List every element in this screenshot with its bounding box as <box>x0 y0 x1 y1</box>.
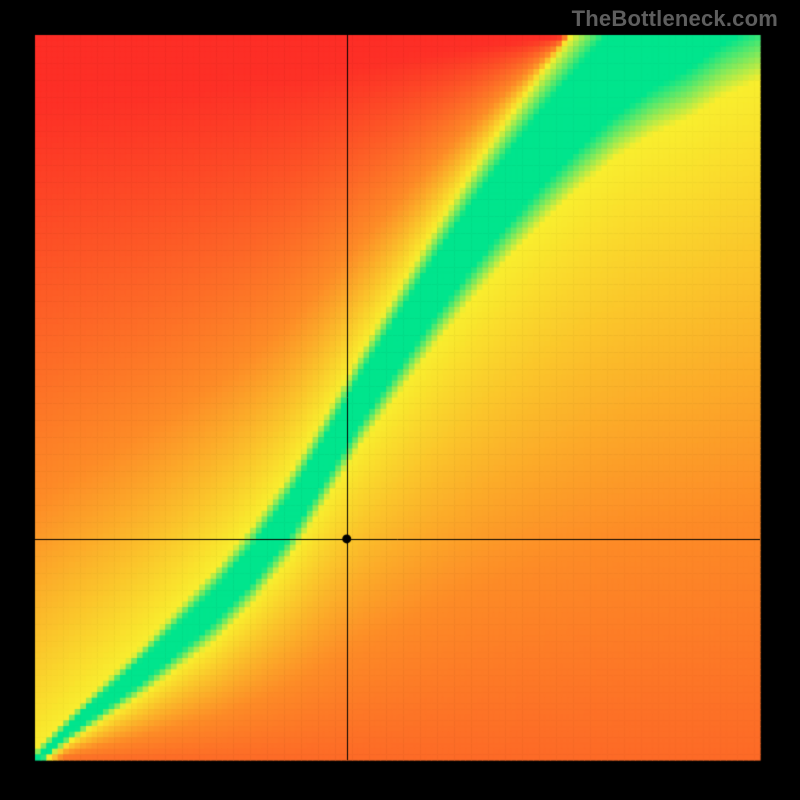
watermark-text: TheBottleneck.com <box>572 6 778 32</box>
bottleneck-heatmap-canvas <box>0 0 800 800</box>
